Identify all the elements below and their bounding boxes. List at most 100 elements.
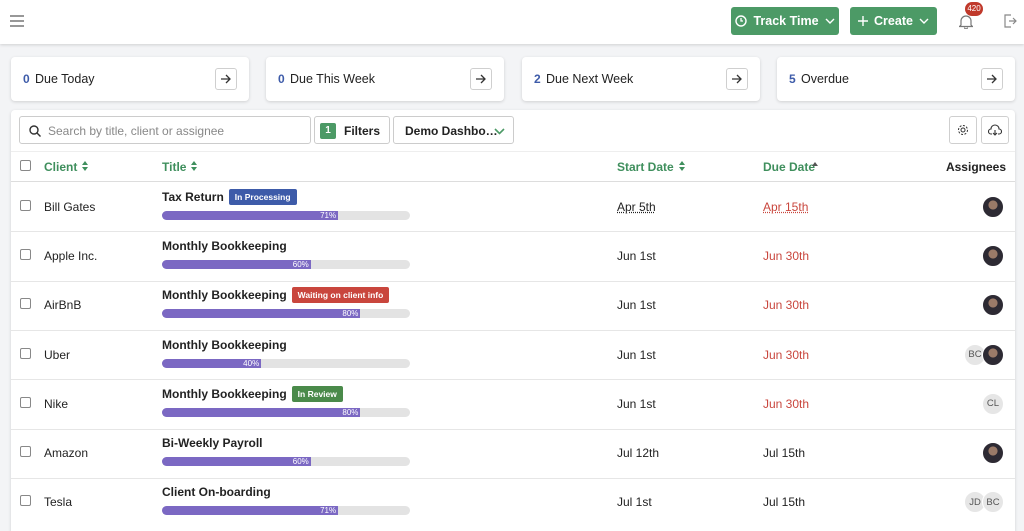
summary-arrow-button[interactable]	[726, 68, 748, 90]
client: Nike	[44, 396, 69, 411]
start-date: Apr 5th	[617, 199, 656, 214]
row-checkbox[interactable]	[20, 199, 31, 211]
chevron	[825, 18, 835, 24]
column-header[interactable]: Client	[44, 160, 78, 174]
filter-count: 1	[320, 123, 336, 139]
status-tag: In Processing	[228, 188, 297, 205]
start-date: Jul 12th	[617, 446, 660, 461]
track-time-label: Track Time	[753, 14, 819, 28]
chevron	[494, 128, 505, 135]
bell-icon[interactable]	[959, 14, 973, 29]
notification-badge: 420	[965, 2, 983, 16]
progress-fill	[162, 259, 311, 269]
row-border	[11, 379, 1015, 381]
assignee-photo	[982, 442, 1004, 465]
assignee-photo	[982, 195, 1004, 218]
row-checkbox[interactable]	[20, 347, 31, 359]
summary-arrow-button[interactable]	[470, 68, 492, 90]
plus-icon	[858, 16, 869, 26]
row-border	[11, 231, 1015, 233]
client: Apple Inc.	[44, 248, 98, 263]
row-checkbox[interactable]	[20, 298, 31, 310]
row-checkbox[interactable]	[20, 248, 31, 260]
settings-button[interactable]	[949, 116, 977, 144]
assignee-photo	[982, 294, 1004, 317]
client: Uber	[44, 347, 71, 362]
assignee-photo	[982, 244, 1004, 267]
menu-icon[interactable]	[10, 15, 24, 27]
column-header[interactable]: Due Date	[763, 160, 816, 174]
column-header[interactable]: Title	[162, 160, 187, 174]
row-border	[11, 477, 1015, 479]
dashboard-dropdown[interactable]: Demo Dashbo…	[393, 116, 514, 144]
summary-count: 0	[23, 72, 30, 86]
filters-button[interactable]: 1 Filters	[314, 116, 390, 144]
summary-arrow-button[interactable]	[981, 68, 1003, 90]
progress-fill	[162, 407, 361, 417]
row-border	[11, 428, 1015, 430]
title: Monthly Bookkeeping	[162, 238, 287, 253]
arrow-icon	[987, 74, 997, 84]
summary-card: 0 Due Today	[11, 57, 249, 101]
filters-label: Filters	[344, 124, 381, 138]
create-label: Create	[874, 14, 913, 28]
title: Monthly Bookkeeping	[162, 337, 287, 352]
row-border	[11, 280, 1015, 282]
due-date: Jul 15th	[763, 495, 806, 510]
status-tag: In Review	[291, 385, 343, 402]
due-date: Jun 30th	[763, 347, 810, 362]
select-all-checkbox[interactable]	[20, 160, 31, 171]
cloud-icon	[988, 124, 1002, 136]
gear-icon	[958, 125, 968, 135]
client: Tesla	[44, 495, 73, 510]
row-checkbox[interactable]	[20, 396, 31, 408]
due-date: Jun 30th	[763, 396, 810, 411]
download-button[interactable]	[981, 116, 1009, 144]
progress-fill	[162, 358, 262, 368]
create-button[interactable]: Create	[850, 7, 937, 35]
progress-label: 71%	[320, 506, 337, 516]
client: Amazon	[44, 446, 89, 461]
status-tag: Waiting on client info	[291, 287, 390, 304]
search-box[interactable]: Search by title, client or assignee	[19, 116, 311, 144]
sort-icon	[82, 161, 88, 171]
progress-track: 60%	[162, 259, 410, 269]
progress-track: 71%	[162, 506, 410, 516]
logout-icon[interactable]	[1003, 14, 1017, 28]
column-header: Assignees	[945, 160, 1006, 174]
row-checkbox[interactable]	[20, 495, 31, 507]
arrow-icon	[476, 74, 486, 84]
summary-arrow-button[interactable]	[215, 68, 237, 90]
column-header[interactable]: Start Date	[617, 160, 674, 174]
due-date: Apr 15th	[763, 199, 809, 214]
row-checkbox[interactable]	[20, 446, 31, 458]
progress-track: 71%	[162, 210, 410, 220]
assignee-photo	[982, 343, 1004, 366]
progress-fill	[162, 457, 311, 467]
dashboard-label: Demo Dashbo…	[405, 124, 498, 138]
search-placeholder: Search by title, client or assignee	[48, 124, 225, 138]
title: Bi-Weekly Payroll	[162, 436, 263, 451]
summary-card: 0 Due This Week	[266, 57, 504, 101]
progress-fill	[162, 210, 339, 220]
row-border	[11, 329, 1015, 331]
progress-label: 40%	[243, 358, 260, 368]
clock-icon	[735, 15, 748, 27]
summary-count: 5	[789, 72, 796, 86]
start-date: Jun 1st	[617, 248, 656, 263]
summary-label: Due This Week	[290, 72, 375, 86]
arrow-icon	[221, 74, 231, 84]
assignee-avatar: BC	[982, 491, 1004, 514]
progress-fill	[162, 309, 361, 319]
client: AirBnB	[44, 298, 82, 313]
progress-label: 71%	[320, 210, 337, 220]
progress-fill	[162, 506, 339, 516]
track-time-button[interactable]: Track Time	[731, 7, 839, 35]
due-date: Jul 15th	[763, 446, 806, 461]
title: Monthly Bookkeeping	[162, 386, 287, 401]
sort-icon-wrap	[190, 160, 198, 174]
sort-icon	[812, 162, 818, 166]
due-date: Jun 30th	[763, 248, 810, 263]
start-date: Jul 1st	[617, 495, 652, 510]
